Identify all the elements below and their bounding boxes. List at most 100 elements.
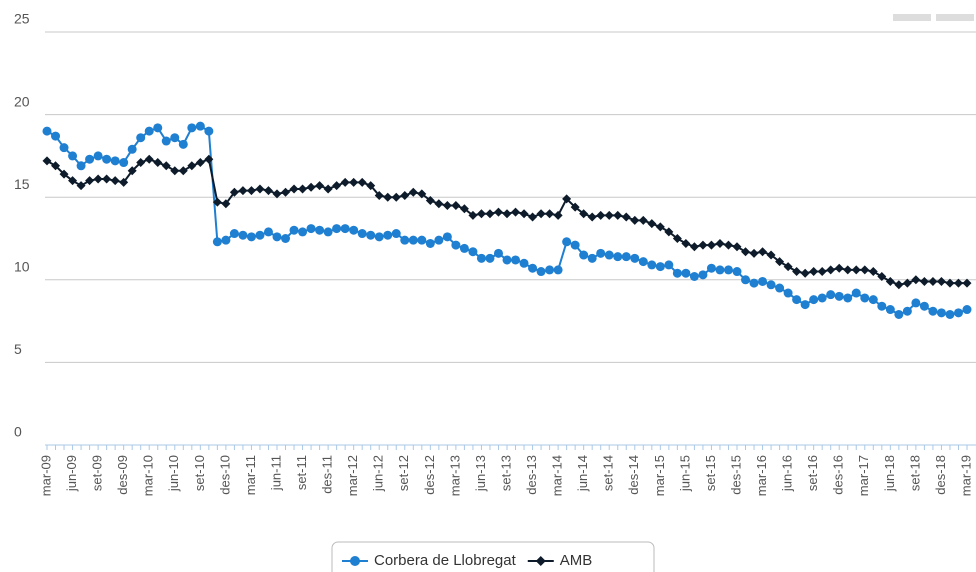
x-tick-label: mar-16 <box>754 455 769 496</box>
data-point <box>272 232 282 242</box>
data-point <box>723 240 733 250</box>
data-point <box>613 252 623 262</box>
x-tick-label: jun-18 <box>882 455 897 492</box>
data-point <box>698 240 708 250</box>
data-point <box>127 166 137 176</box>
data-point <box>425 238 435 248</box>
data-point <box>902 278 912 288</box>
data-point <box>604 210 614 220</box>
x-tick-label: des-18 <box>933 455 948 495</box>
data-point <box>238 230 248 240</box>
data-point <box>238 186 248 196</box>
legend-marker <box>350 556 360 566</box>
data-point <box>468 210 478 220</box>
data-point <box>894 280 904 290</box>
y-tick-label: 0 <box>14 424 22 440</box>
data-point <box>664 260 674 270</box>
data-point <box>681 268 691 278</box>
data-point <box>246 186 256 196</box>
data-point <box>110 176 120 186</box>
data-point <box>689 242 699 252</box>
data-point <box>953 278 963 288</box>
data-point <box>340 177 350 187</box>
data-point <box>391 229 401 239</box>
data-point <box>570 202 580 212</box>
data-point <box>204 126 214 136</box>
data-point <box>263 227 273 237</box>
data-point <box>493 248 503 258</box>
data-point <box>476 253 486 263</box>
x-tick-label: mar-19 <box>958 455 973 496</box>
x-tick-label: des-11 <box>320 455 335 494</box>
data-point <box>621 212 631 222</box>
data-point <box>868 267 878 277</box>
data-point <box>860 265 870 275</box>
data-point <box>519 258 529 268</box>
data-point <box>792 267 802 277</box>
data-point <box>698 270 708 280</box>
data-point <box>902 306 912 316</box>
data-point <box>289 184 299 194</box>
x-tick-label: set-10 <box>192 455 207 491</box>
x-tick-label: set-16 <box>805 455 820 491</box>
data-point <box>85 154 95 164</box>
data-point <box>408 187 418 197</box>
data-point <box>587 212 597 222</box>
data-point <box>263 186 273 196</box>
x-tick-label: mar-15 <box>652 455 667 496</box>
x-tick-label: mar-10 <box>141 455 156 496</box>
data-point <box>493 207 503 217</box>
data-point <box>357 177 367 187</box>
data-point <box>170 166 180 176</box>
data-point <box>655 222 665 232</box>
data-point <box>511 255 521 265</box>
data-point <box>851 288 861 298</box>
data-point <box>843 293 853 303</box>
data-point <box>59 143 69 153</box>
data-point <box>562 194 572 204</box>
data-point <box>136 158 146 168</box>
data-point <box>281 234 291 243</box>
x-tick-label: set-09 <box>90 455 105 491</box>
data-point <box>800 268 810 278</box>
data-point <box>170 133 180 143</box>
data-point <box>459 243 469 253</box>
data-point <box>851 265 861 275</box>
data-point <box>945 278 955 288</box>
data-point <box>826 290 836 300</box>
data-point <box>451 240 461 250</box>
data-point <box>911 298 921 308</box>
data-point <box>323 227 333 237</box>
legend-marker <box>535 556 546 566</box>
data-point <box>408 235 418 245</box>
toolbar-button[interactable] <box>936 14 974 21</box>
data-point <box>536 267 546 277</box>
x-tick-label: des-10 <box>217 455 232 495</box>
x-tick-label: set-12 <box>396 455 411 491</box>
data-point <box>315 181 325 191</box>
data-point <box>766 250 776 260</box>
data-point <box>204 154 214 164</box>
data-point <box>119 177 129 187</box>
data-point <box>638 215 648 225</box>
data-point <box>485 253 495 263</box>
data-point <box>587 253 597 263</box>
data-point <box>834 291 844 301</box>
data-point <box>877 301 887 311</box>
data-point <box>928 276 938 286</box>
y-tick-label: 20 <box>14 93 30 109</box>
data-point <box>468 247 478 257</box>
data-point <box>511 207 521 217</box>
x-tick-label: des-16 <box>831 455 846 495</box>
toolbar-button[interactable] <box>893 14 931 21</box>
data-point <box>621 252 631 262</box>
data-point <box>545 265 555 275</box>
x-tick-label: mar-17 <box>856 455 871 496</box>
data-point <box>366 230 376 240</box>
data-point <box>153 158 163 168</box>
x-tick-label: jun-14 <box>575 455 590 492</box>
data-point <box>579 209 589 219</box>
data-point <box>766 280 776 290</box>
x-tick-label: jun-11 <box>268 455 283 491</box>
